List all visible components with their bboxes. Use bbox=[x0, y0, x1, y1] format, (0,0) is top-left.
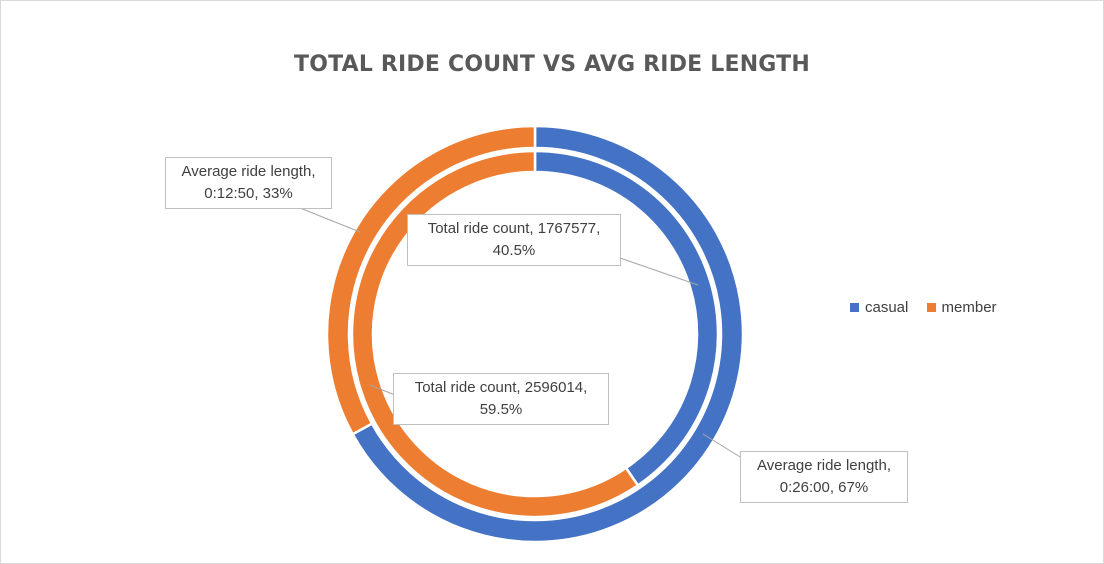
data-label-count-member: Total ride count, 2596014, 59.5% bbox=[393, 373, 609, 425]
data-label-line: 0:12:50, 33% bbox=[204, 185, 293, 202]
slice-inner-member[interactable] bbox=[350, 149, 640, 519]
data-label-avg-member: Average ride length, 0:12:50, 33% bbox=[165, 157, 332, 209]
legend-label-casual: casual bbox=[865, 299, 909, 316]
data-label-line: Total ride count, 2596014, bbox=[414, 379, 588, 396]
leader-line-count-member bbox=[369, 384, 396, 396]
data-label-line: 40.5% bbox=[492, 242, 536, 259]
data-label-avg-casual: Average ride length, 0:26:00, 67% bbox=[740, 451, 908, 503]
data-label-line: Average ride length, bbox=[181, 163, 316, 180]
data-label-line: Total ride count, 1767577, bbox=[427, 220, 601, 237]
legend-item-member[interactable]: member bbox=[926, 299, 997, 316]
legend-swatch-member bbox=[926, 303, 936, 312]
legend: casual member bbox=[850, 299, 1011, 316]
leader-line-avg-member bbox=[299, 207, 361, 233]
legend-swatch-casual bbox=[850, 303, 859, 312]
legend-item-casual[interactable]: casual bbox=[850, 299, 908, 316]
data-label-line: 59.5% bbox=[479, 401, 523, 418]
data-label-count-casual: Total ride count, 1767577, 40.5% bbox=[407, 214, 621, 266]
legend-label-member: member bbox=[941, 299, 997, 316]
data-label-line: Average ride length, bbox=[757, 457, 891, 474]
chart-title: TOTAL RIDE COUNT VS AVG RIDE LENGTH bbox=[293, 52, 810, 77]
leader-line-avg-casual bbox=[702, 433, 746, 461]
slice-outer-member[interactable] bbox=[325, 124, 537, 436]
data-label-line: 0:26:00, 67% bbox=[779, 479, 869, 496]
leader-line-count-casual bbox=[619, 257, 699, 286]
